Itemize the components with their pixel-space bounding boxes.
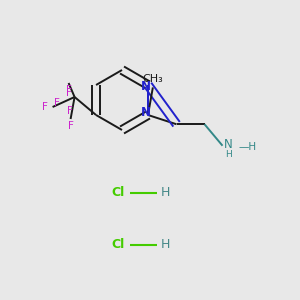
Text: H: H bbox=[160, 238, 170, 251]
Text: CH₃: CH₃ bbox=[142, 74, 163, 84]
Text: F: F bbox=[66, 88, 71, 98]
Text: F: F bbox=[54, 98, 59, 108]
Text: F: F bbox=[42, 102, 47, 112]
Text: Cl: Cl bbox=[111, 238, 124, 251]
Text: F: F bbox=[67, 106, 73, 116]
Text: H: H bbox=[160, 187, 170, 200]
Text: F: F bbox=[66, 85, 71, 95]
Text: N: N bbox=[141, 106, 151, 119]
Text: N: N bbox=[141, 80, 151, 94]
Text: Cl: Cl bbox=[111, 187, 124, 200]
Text: F: F bbox=[68, 121, 74, 131]
Text: N: N bbox=[224, 138, 233, 151]
Text: —H: —H bbox=[238, 142, 257, 152]
Text: H: H bbox=[225, 150, 232, 159]
